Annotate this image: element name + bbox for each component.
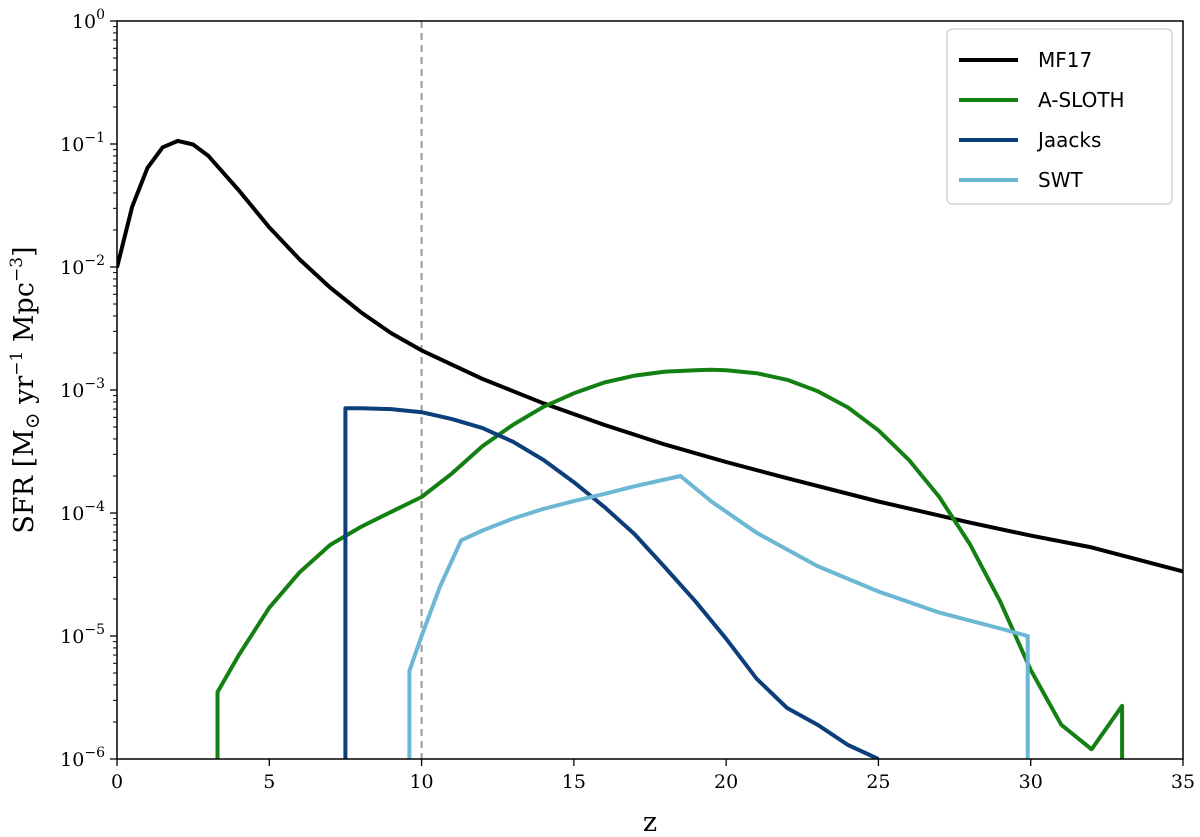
series-line-jaacks (343, 406, 880, 759)
y-axis-label: SFR [M⊙ yr−1 Mpc−3] (7, 246, 44, 533)
x-tick-label: 10 (409, 771, 433, 793)
x-tick-label: 25 (866, 771, 890, 793)
x-tick-label: 35 (1171, 771, 1195, 793)
y-tick-label: 10−3 (60, 376, 105, 402)
x-tick-label: 0 (111, 771, 123, 793)
series-line-mf17 (117, 138, 1183, 574)
y-tick-label: 10−2 (60, 253, 105, 279)
legend: MF17 A-SLOTH Jaacks SWT (946, 28, 1173, 205)
x-tick-label: 5 (263, 771, 275, 793)
x-axis-label: z (643, 807, 657, 837)
x-tick-label: 30 (1019, 771, 1043, 793)
legend-label: Jaacks (1036, 128, 1101, 152)
legend-label: A-SLOTH (1038, 88, 1125, 112)
axis-ticks: 0 5 10 15 20 25 30 35 10−6 10−5 10−4 10−3 10−2 10−1 10… (60, 7, 1195, 793)
y-tick-label: 10−4 (60, 499, 105, 525)
series-line-a-sloth (215, 367, 1125, 759)
y-tick-label: 10−5 (60, 622, 105, 648)
legend-label: MF17 (1038, 48, 1092, 72)
x-tick-label: 20 (714, 771, 738, 793)
series-line-swt (407, 474, 1030, 759)
y-tick-label: 100 (72, 7, 105, 33)
plot-area (117, 21, 1183, 759)
y-tick-label: 10−1 (60, 130, 105, 156)
legend-label: SWT (1038, 168, 1083, 192)
y-tick-label: 10−6 (60, 745, 105, 771)
x-tick-label: 15 (562, 771, 586, 793)
legend-frame (946, 28, 1173, 205)
series-group (117, 21, 1183, 759)
